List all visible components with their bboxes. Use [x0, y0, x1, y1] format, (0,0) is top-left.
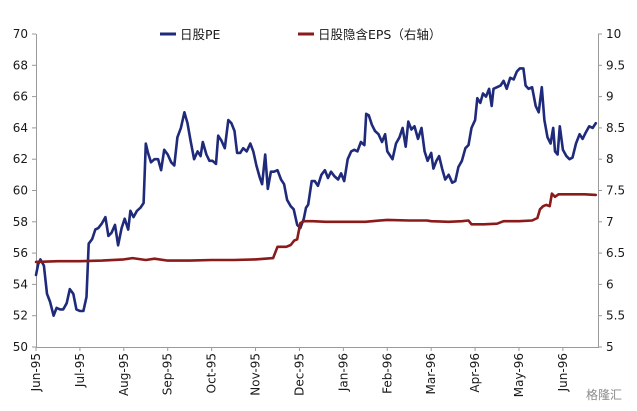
legend: 日股PE 日股隐含EPS（右轴）: [160, 27, 441, 42]
left-tick-label: 62: [13, 152, 28, 166]
right-axis-ticks: 5 5.5 6 6.5 7 7.5 8 8.5 9 9.5 10: [598, 27, 625, 354]
left-tick-label: 70: [13, 27, 28, 41]
left-tick-label: 64: [13, 121, 28, 135]
watermark: 格隆汇: [586, 387, 622, 402]
right-tick-label: 8: [606, 152, 614, 166]
x-tick-label: Jul-95: [73, 353, 87, 388]
x-tick-label: Jun-95: [29, 353, 43, 392]
left-tick-label: 54: [13, 277, 28, 291]
left-tick-label: 56: [13, 246, 28, 260]
x-tick-label: Apr-96: [468, 353, 482, 393]
x-tick-label: Jan-96: [336, 353, 350, 392]
legend-label: 日股PE: [180, 27, 221, 42]
right-tick-label: 6: [606, 277, 614, 291]
right-tick-label: 10: [606, 27, 621, 41]
right-tick-label: 9.5: [606, 58, 625, 72]
watermark-text: 格隆汇: [586, 387, 622, 402]
right-tick-label: 5.5: [606, 309, 625, 323]
right-tick-label: 7: [606, 215, 614, 229]
right-tick-label: 5: [606, 340, 614, 354]
left-tick-label: 58: [13, 215, 28, 229]
x-tick-label: Nov-95: [249, 353, 263, 396]
left-tick-label: 66: [13, 90, 28, 104]
x-axis-ticks: Jun-95 Jul-95 Aug-95 Sep-95 Oct-95 Nov-95 Dec-…: [29, 347, 570, 397]
plot-frame: [36, 34, 599, 348]
x-tick-label: Aug-95: [117, 353, 131, 396]
x-tick-label: Jun-96: [556, 353, 570, 392]
right-tick-label: 9: [606, 90, 614, 104]
x-tick-label: Mar-96: [424, 353, 438, 394]
x-tick-label: Dec-95: [292, 353, 306, 396]
series-line-pe: [34, 67, 598, 317]
right-tick-label: 6.5: [606, 246, 625, 260]
x-tick-label: May-96: [512, 353, 526, 397]
left-tick-label: 60: [13, 184, 28, 198]
x-tick-label: Sep-95: [161, 353, 175, 395]
x-tick-label: Feb-96: [380, 353, 394, 394]
left-axis-ticks: 50 52 54 56 58 60 62 64 66 68 70: [13, 27, 36, 354]
series-line-eps: [34, 192, 598, 264]
right-tick-label: 8.5: [606, 121, 625, 135]
x-tick-label: Oct-95: [205, 353, 219, 393]
right-tick-label: 7.5: [606, 184, 625, 198]
legend-label: 日股隐含EPS（右轴）: [318, 27, 441, 42]
series-lines: [34, 67, 598, 317]
left-tick-label: 52: [13, 309, 28, 323]
left-tick-label: 50: [13, 340, 28, 354]
left-tick-label: 68: [13, 58, 28, 72]
